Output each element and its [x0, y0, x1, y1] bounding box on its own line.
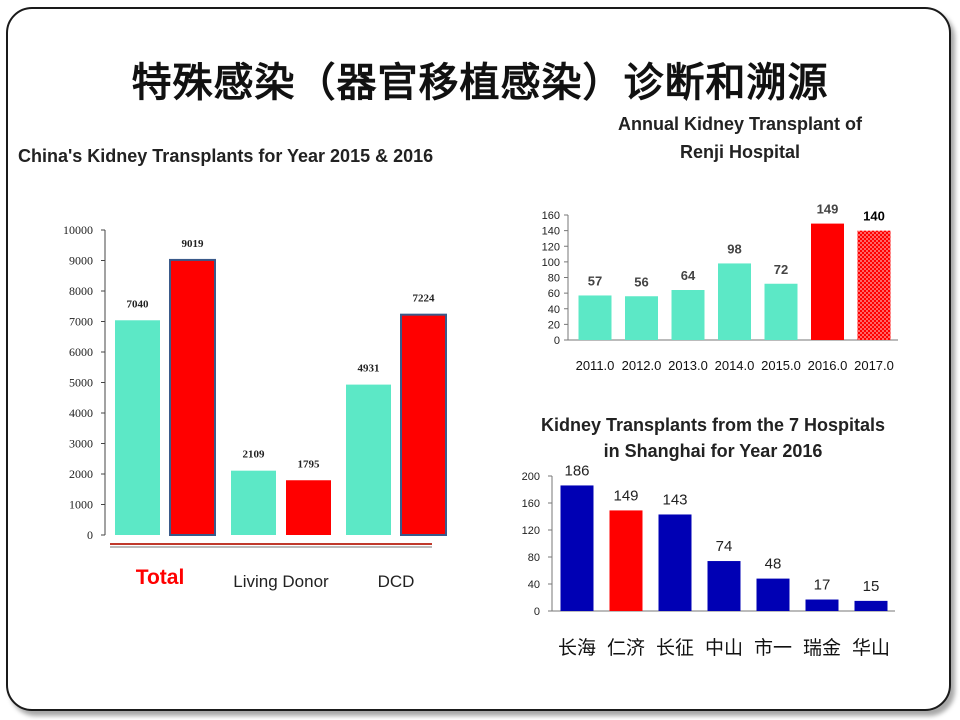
chart1-title: China's Kidney Transplants for Year 2015…	[18, 146, 434, 166]
chart2-data-label: 64	[681, 268, 696, 283]
chart2-bar	[671, 290, 705, 340]
chart1-data-label: 1795	[298, 458, 321, 470]
chart1-bar-2016	[286, 480, 331, 535]
chart2-bar	[857, 230, 891, 340]
chart2-y-tick-label: 140	[542, 226, 560, 238]
chart1-y-tick-label: 3000	[69, 437, 93, 451]
chart3-y-tick-label: 200	[522, 471, 540, 483]
chart3-data-label: 186	[564, 462, 589, 479]
chart3-bar	[658, 514, 692, 611]
chart1-y-tick-label: 6000	[69, 345, 93, 359]
chart2-x-tick-label: 2016.0	[808, 358, 848, 373]
chart3-x-tick-label: 中山	[705, 637, 743, 659]
chart2-x-tick-label: 2012.0	[622, 358, 662, 373]
chart3-bar	[560, 485, 594, 611]
chart3-data-label: 15	[863, 578, 880, 595]
chart2-bar	[578, 295, 612, 340]
chart3-y-tick-label: 40	[528, 579, 540, 591]
chart1-y-tick-label: 7000	[69, 315, 93, 329]
chart1-data-label: 4931	[358, 363, 380, 375]
chart2-y-tick-label: 0	[554, 335, 560, 347]
chart1-y-tick-label: 5000	[69, 376, 93, 390]
chart2-y-tick-label: 20	[548, 319, 560, 331]
chart2-bar	[811, 223, 844, 340]
chart1-y-tick-label: 4000	[69, 406, 93, 420]
chart3-x-tick-label: 长海	[558, 637, 596, 659]
chart2-x-tick-label: 2013.0	[668, 358, 708, 373]
chart3-bar	[609, 510, 643, 611]
chart1-category-label: DCD	[378, 572, 415, 591]
chart1-bar-2015	[231, 470, 276, 535]
chart3-x-tick-label: 市一	[754, 637, 792, 659]
chart2-x-tick-label: 2014.0	[715, 358, 755, 373]
chart2-x-tick-label: 2015.0	[761, 358, 801, 373]
chart2-y-tick-label: 100	[542, 257, 560, 269]
chart2-y-tick-label: 120	[542, 241, 560, 253]
chart2-data-label: 98	[727, 241, 741, 256]
chart1-y-tick-label: 0	[87, 528, 93, 542]
chart3-x-tick-label: 瑞金	[803, 637, 841, 659]
chart3-y-tick-label: 120	[522, 525, 540, 537]
chart1-plot: 0 1000 2000 3000 4000 5000 6000 7000 8000 9000 100…	[63, 223, 447, 591]
chart3-x-tick-label: 仁济	[607, 637, 645, 659]
chart3-y-tick-label: 80	[528, 552, 540, 564]
chart1-data-label: 2109	[243, 449, 266, 461]
chart2-data-label: 72	[774, 262, 788, 277]
chart1-y-tick-label: 2000	[69, 467, 93, 481]
chart3-title-line2: in Shanghai for Year 2016	[603, 441, 823, 461]
chart1-bar-2016	[169, 258, 216, 536]
chart2-y-tick-label: 40	[548, 304, 560, 316]
chart3-bar	[854, 600, 888, 611]
chart2-y-tick-label: 60	[548, 288, 560, 300]
chart2-plot: 0 20 40 60 80 100 120 140 160 57 2011.0 56 2012.0 64 2…	[542, 202, 898, 373]
chart3-data-label: 74	[716, 538, 733, 555]
chart2-data-label: 57	[588, 273, 602, 288]
chart2-y-tick-label: 160	[542, 210, 560, 222]
chart3-title-line1: Kidney Transplants from the 7 Hospitals	[540, 415, 886, 435]
chart3-plot: 0 40 80 120 160 200 186 长海 149 仁济 143 长征 74 中山 48 市一 17 瑞…	[522, 462, 895, 659]
slide-title: 特殊感染（器官移植感染）诊断和溯源	[131, 60, 829, 106]
chart1-data-label: 7040	[127, 298, 150, 310]
chart1-data-label: 9019	[182, 238, 205, 250]
chart3-data-label: 48	[765, 556, 782, 573]
chart3-data-label: 149	[613, 487, 638, 504]
chart2-x-tick-label: 2017.0	[854, 358, 894, 373]
chart3-x-tick-label: 华山	[852, 637, 890, 659]
chart1-y-tick-label: 9000	[69, 254, 93, 268]
chart3-bar	[805, 599, 839, 611]
chart2-x-tick-label: 2011.0	[576, 358, 615, 373]
chart2-y-tick-label: 80	[548, 273, 560, 285]
slide-frame	[6, 7, 951, 711]
chart1-y-tick-label: 8000	[69, 284, 93, 298]
chart3-bar	[756, 578, 790, 611]
chart3-data-label: 143	[662, 491, 687, 508]
chart2-bar	[764, 283, 798, 340]
chart2-bar	[718, 263, 751, 340]
chart3-y-tick-label: 0	[534, 606, 540, 618]
chart1-y-tick-label: 10000	[63, 223, 93, 237]
chart2-data-label: 56	[634, 274, 648, 289]
chart1-bar-2015	[115, 320, 160, 535]
chart2-bar	[625, 296, 658, 340]
chart2-title-line2: Renji Hospital	[679, 142, 800, 162]
chart1-category-label: Living Donor	[233, 572, 329, 591]
chart3-y-tick-label: 160	[522, 498, 540, 510]
chart2-title-line1: Annual Kidney Transplant of	[617, 114, 863, 134]
chart1-category-label: Total	[136, 566, 185, 589]
chart2-data-label: 140	[863, 209, 885, 224]
chart3-x-tick-label: 长征	[656, 637, 694, 659]
chart1-bar-2015	[346, 384, 391, 535]
chart2-data-label: 149	[817, 202, 839, 217]
chart3-bar	[707, 561, 741, 611]
chart1-data-label: 7224	[413, 293, 436, 305]
chart1-bar-2016	[400, 313, 447, 536]
chart3-data-label: 17	[814, 577, 831, 594]
chart1-y-tick-label: 1000	[69, 498, 93, 512]
